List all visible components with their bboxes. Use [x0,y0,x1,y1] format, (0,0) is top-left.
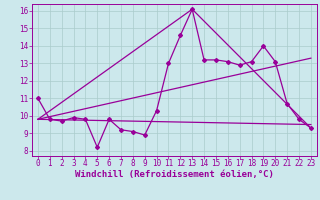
X-axis label: Windchill (Refroidissement éolien,°C): Windchill (Refroidissement éolien,°C) [75,170,274,179]
